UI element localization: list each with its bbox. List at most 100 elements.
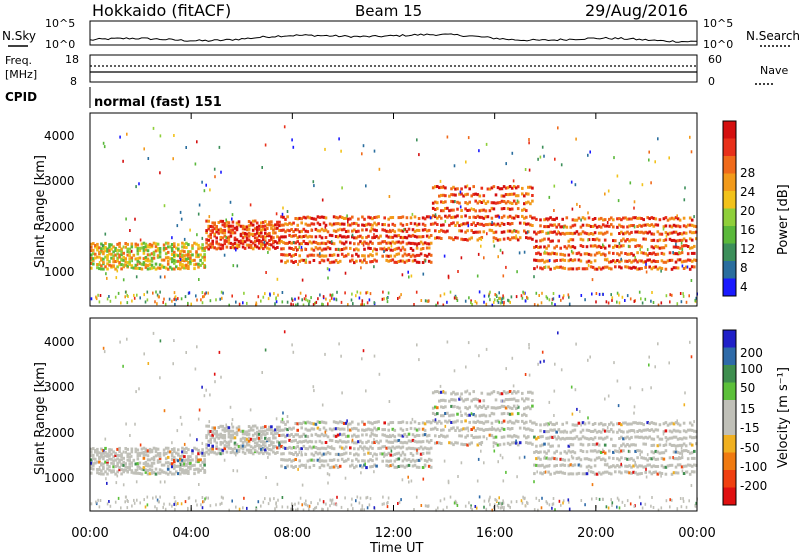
power-cell [514, 186, 518, 190]
power-cell [268, 247, 271, 251]
velocity-cell [180, 502, 183, 506]
power-cell [130, 256, 134, 260]
power-cell [225, 224, 229, 228]
velocity-cell [185, 458, 188, 462]
power-cell [554, 303, 556, 307]
velocity-cell [324, 430, 327, 434]
velocity-cell [255, 433, 259, 437]
power-cell [185, 253, 188, 257]
power-cell [599, 246, 603, 249]
velocity-cell [553, 423, 556, 427]
velocity-cell [644, 435, 647, 439]
power-cell [442, 193, 445, 197]
power-cell [353, 236, 356, 240]
velocity-cell [144, 447, 148, 451]
power-cell [363, 254, 366, 258]
power-cell [291, 138, 293, 142]
power-cell [369, 292, 372, 296]
power-cell [493, 298, 496, 302]
power-cell [618, 223, 621, 227]
velocity-cell [185, 471, 188, 475]
velocity-cell [288, 445, 291, 449]
velocity-cell [693, 449, 696, 453]
velocity-cell [628, 422, 631, 426]
power-cell [482, 199, 486, 203]
power-cell [415, 223, 419, 227]
power-cell [685, 300, 688, 304]
power-cell [612, 251, 615, 255]
velocity-cell [220, 375, 222, 379]
velocity-cell [436, 390, 439, 393]
velocity-cell [471, 508, 473, 512]
power-cell [122, 245, 125, 249]
power-cell [221, 296, 223, 300]
power-cell [589, 225, 593, 228]
velocity-cell [251, 446, 255, 450]
velocity-cell [535, 457, 538, 461]
power-cell [442, 223, 445, 227]
power-cell [684, 259, 688, 263]
power-cell [245, 243, 249, 247]
power-cell [533, 258, 536, 262]
velocity-cell [478, 405, 482, 408]
velocity-cell [385, 453, 388, 457]
velocity-cell [546, 423, 549, 427]
velocity-cell [693, 463, 696, 467]
velocity-cell [427, 420, 431, 424]
power-cell [154, 262, 158, 266]
power-cell [191, 244, 194, 248]
velocity-colorbar-swatch [723, 417, 736, 435]
velocity-cell [104, 454, 107, 458]
velocity-cell [296, 422, 299, 426]
velocity-cell [475, 506, 478, 510]
velocity-cell [506, 434, 510, 438]
velocity-cell [340, 433, 344, 437]
power-cell [282, 241, 285, 245]
frequency-panel: 18 8 60 0 Freq. [MHz] Nave [5, 53, 788, 88]
power-cell [559, 252, 562, 256]
velocity-cell [203, 499, 205, 503]
velocity-cell [508, 443, 512, 447]
velocity-cell [154, 454, 158, 458]
power-cell [690, 218, 694, 222]
velocity-cell [665, 439, 668, 443]
velocity-cell [110, 448, 113, 452]
velocity-cell [690, 423, 694, 427]
power-cell [264, 243, 267, 247]
velocity-cell [466, 407, 469, 411]
power-cell [650, 216, 654, 220]
velocity-cell [541, 472, 544, 476]
velocity-cell [387, 440, 390, 444]
power-cell [213, 234, 216, 238]
velocity-cell [478, 435, 482, 439]
velocity-cell [272, 444, 275, 448]
power-cell [620, 230, 623, 234]
power-cell [318, 229, 322, 233]
velocity-cell [436, 421, 439, 425]
velocity-cell [616, 422, 619, 426]
velocity-cell [304, 447, 308, 450]
power-cell [642, 223, 645, 227]
velocity-cell [227, 429, 231, 433]
velocity-cell [90, 502, 93, 506]
velocity-cell [446, 434, 449, 438]
power-cell [526, 230, 529, 234]
power-cell [229, 228, 233, 232]
power-cell [642, 218, 645, 222]
power-cell [498, 201, 502, 204]
power-cell [373, 233, 375, 237]
power-cell [264, 292, 266, 296]
power-cell [603, 246, 607, 250]
velocity-cell [92, 462, 95, 466]
velocity-cell [662, 451, 666, 455]
velocity-cell [126, 447, 129, 451]
velocity-cell [555, 457, 558, 461]
power-cell [419, 252, 423, 256]
velocity-cell [351, 463, 354, 467]
power-cell [324, 228, 328, 232]
velocity-cell [423, 458, 427, 462]
velocity-cell [409, 421, 413, 425]
velocity-cell [373, 438, 375, 442]
power-cell [395, 240, 399, 244]
velocity-cell [511, 356, 514, 360]
